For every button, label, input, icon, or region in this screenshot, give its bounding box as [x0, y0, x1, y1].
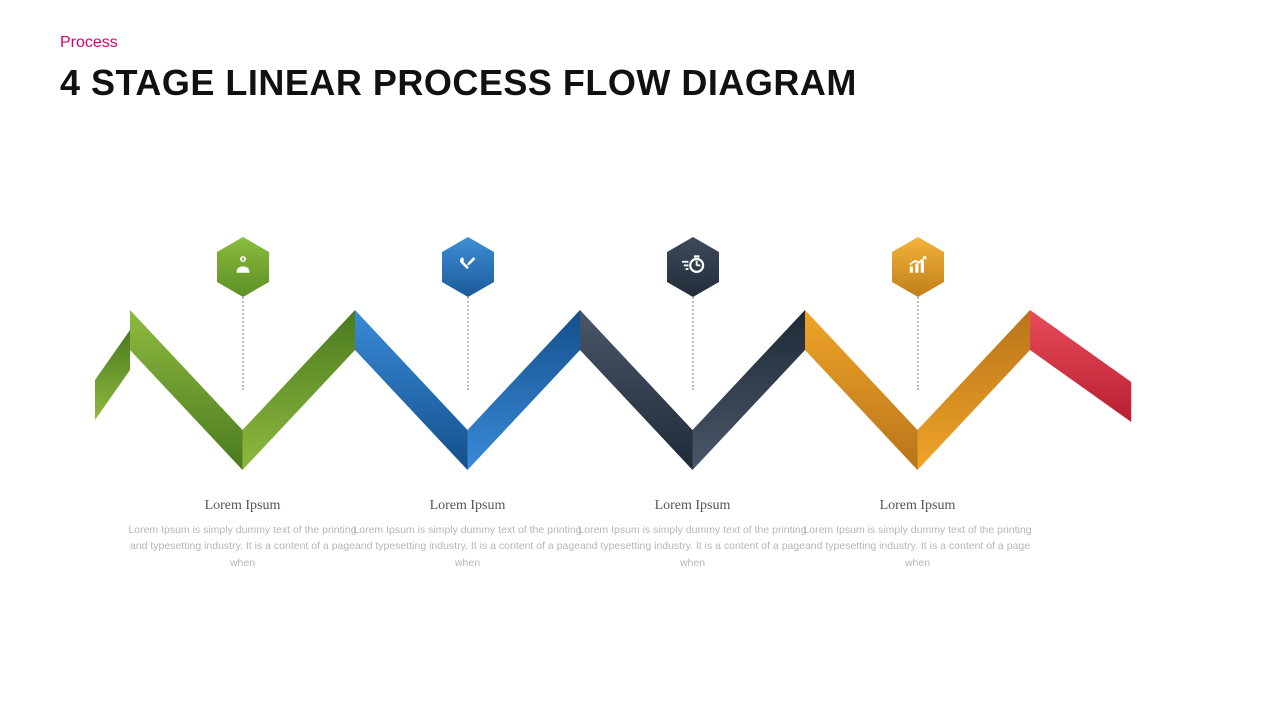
stage-title: Lorem Ipsum: [128, 498, 358, 514]
badge-connector: [692, 290, 694, 390]
stage-badge-1: [216, 236, 270, 298]
badge-connector: [467, 290, 469, 390]
badge-connector: [242, 290, 244, 390]
stage-title: Lorem Ipsum: [353, 498, 583, 514]
stage-label-2: Lorem Ipsum Lorem Ipsum is simply dummy t…: [353, 498, 583, 571]
timer-icon: [681, 254, 705, 281]
stage-labels: Lorem Ipsum Lorem Ipsum is simply dummy t…: [0, 498, 1280, 678]
tools-icon: [457, 254, 479, 281]
stage-body: Lorem Ipsum is simply dummy text of the …: [803, 522, 1033, 571]
stage-label-3: Lorem Ipsum Lorem Ipsum is simply dummy t…: [578, 498, 808, 571]
stage-label-4: Lorem Ipsum Lorem Ipsum is simply dummy t…: [803, 498, 1033, 571]
stage-badge-2: [441, 236, 495, 298]
stage-title: Lorem Ipsum: [803, 498, 1033, 514]
eyebrow-label: Process: [60, 34, 118, 52]
info-user-icon: [232, 254, 254, 281]
chart-up-icon: [907, 254, 929, 281]
stage-body: Lorem Ipsum is simply dummy text of the …: [353, 522, 583, 571]
stage-label-1: Lorem Ipsum Lorem Ipsum is simply dummy t…: [128, 498, 358, 571]
ribbon-svg: [0, 260, 1280, 520]
stage-body: Lorem Ipsum is simply dummy text of the …: [578, 522, 808, 571]
page-title: 4 STAGE LINEAR PROCESS FLOW DIAGRAM: [60, 62, 857, 104]
badge-connector: [917, 290, 919, 390]
stage-badge-3: [666, 236, 720, 298]
slide: Process 4 STAGE LINEAR PROCESS FLOW DIAG…: [0, 0, 1280, 720]
stage-body: Lorem Ipsum is simply dummy text of the …: [128, 522, 358, 571]
stage-title: Lorem Ipsum: [578, 498, 808, 514]
stage-badge-4: [891, 236, 945, 298]
process-diagram: [0, 260, 1280, 520]
